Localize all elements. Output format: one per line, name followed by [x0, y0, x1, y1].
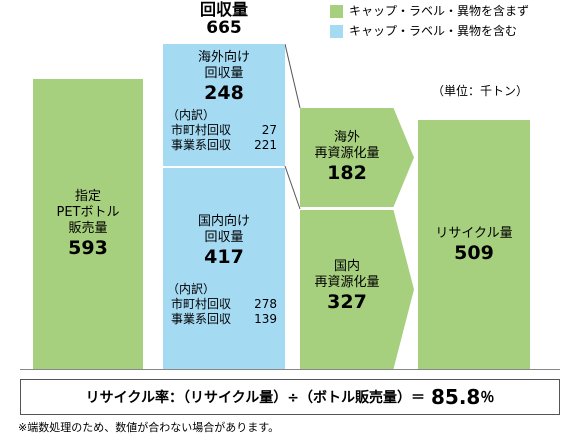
baseline	[20, 369, 560, 370]
legend-item-excluding: キャップ・ラベル・異物を含まず	[330, 3, 529, 19]
formula-value: 85.8	[430, 385, 481, 409]
legend: キャップ・ラベル・異物を含まず キャップ・ラベル・異物を含む	[330, 3, 529, 39]
unit-label: （単位：千トン）	[432, 84, 529, 98]
overseas-resource-text: 海外 再資源化量 182	[300, 130, 394, 184]
collection-total-label: 回収量	[199, 0, 248, 19]
formula-box: リサイクル率：（リサイクル量）÷（ボトル販売量）＝ 85.8 ％	[20, 379, 560, 415]
domestic-municipal-label: 市町村回収	[171, 297, 232, 311]
overseas-collection-value: 248	[204, 82, 244, 104]
bottle-sales-line3: 販売量	[68, 221, 108, 236]
domestic-breakdown-row-municipal: 市町村回収 278	[171, 297, 277, 312]
connector-middle	[284, 165, 301, 210]
overseas-breakdown-row-municipal: 市町村回収 27	[171, 123, 277, 138]
domestic-breakdown-row-business: 事業系回収 139	[171, 312, 277, 327]
overseas-resource-arrow	[300, 108, 414, 207]
overseas-breakdown-label: （内訳）	[167, 108, 216, 122]
overseas-resource-line2: 再資源化量	[314, 146, 380, 161]
overseas-resource-line1: 海外	[333, 130, 360, 145]
domestic-breakdown-label: （内訳）	[167, 282, 216, 296]
overseas-collection-line1: 海外向け	[197, 50, 250, 65]
bottle-sales-value: 593	[68, 237, 108, 259]
overseas-resource-value: 182	[327, 162, 367, 184]
recycle-amount-label: リサイクル量	[435, 225, 513, 241]
domestic-business-label: 事業系回収	[171, 312, 232, 326]
domestic-resource-line2: 再資源化量	[314, 275, 380, 290]
footnote: ※端数処理のため、数値が合わない場合があります。	[18, 421, 280, 434]
domestic-business-value: 139	[254, 312, 277, 326]
overseas-breakdown-row-business: 事業系回収 221	[171, 138, 277, 153]
formula-unit: ％	[480, 390, 495, 406]
overseas-municipal-label: 市町村回収	[171, 123, 232, 137]
legend-label-excluding: キャップ・ラベル・異物を含まず	[349, 4, 530, 18]
overseas-municipal-value: 27	[261, 123, 277, 137]
overseas-collection-line2: 回収量	[204, 66, 244, 81]
collection-total-value: 665	[206, 18, 242, 38]
domestic-resource-line1: 国内	[333, 259, 360, 274]
domestic-resource-value: 327	[327, 291, 367, 313]
domestic-collection-line2: 回収量	[204, 230, 244, 245]
overseas-collection-box: 海外向け 回収量 248 （内訳） 市町村回収 27 事業系回収 221	[163, 44, 285, 166]
domestic-resource-text: 国内 再資源化量 327	[300, 259, 394, 313]
legend-label-including: キャップ・ラベル・異物を含む	[349, 24, 518, 38]
bottle-sales-line1: 指定	[74, 189, 101, 204]
domestic-collection-line1: 国内向け	[197, 214, 250, 229]
domestic-collection-value: 417	[204, 246, 244, 268]
domestic-resource-arrow	[300, 210, 414, 369]
bottle-sales-line2: PETボトル	[56, 205, 120, 220]
legend-item-including: キャップ・ラベル・異物を含む	[330, 23, 529, 39]
overseas-business-label: 事業系回収	[171, 138, 232, 152]
legend-swatch-blue	[330, 24, 343, 38]
overseas-business-value: 221	[254, 138, 277, 152]
bottle-sales-bar: 指定 PETボトル 販売量 593	[33, 79, 143, 369]
domestic-collection-box: 国内向け 回収量 417 （内訳） 市町村回収 278 事業系回収 139	[163, 168, 285, 369]
domestic-municipal-value: 278	[254, 297, 277, 311]
formula-text: リサイクル率：（リサイクル量）÷（ボトル販売量）＝	[85, 390, 425, 406]
recycle-amount-bar: リサイクル量 509	[418, 120, 530, 369]
collection-total: 回収量 665	[163, 0, 285, 38]
connector-top	[284, 43, 301, 109]
legend-swatch-green	[330, 4, 343, 18]
recycle-amount-value: 509	[454, 241, 494, 264]
